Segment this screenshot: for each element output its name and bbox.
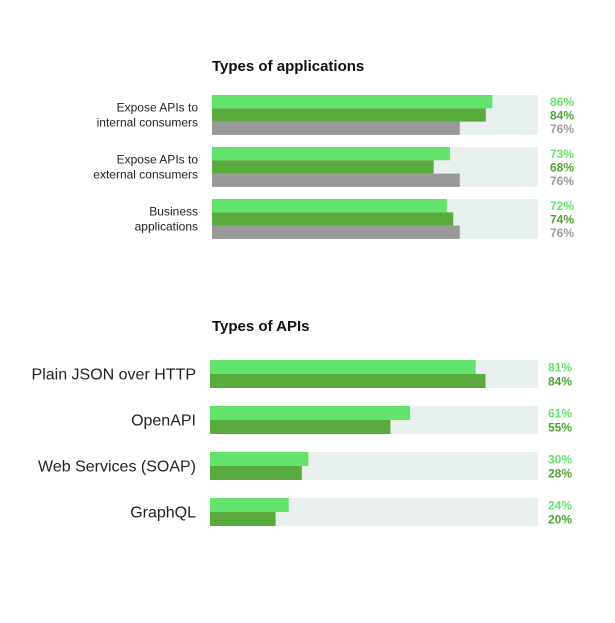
value-label: 72% [550, 199, 574, 213]
apis-bar-chart: Plain JSON over HTTP 81%84% OpenAPI 61%55% W… [32, 360, 572, 527]
bar [210, 512, 276, 526]
value-label: 74% [550, 212, 574, 226]
category-label: GraphQL [130, 505, 196, 522]
value-label: 61% [548, 407, 572, 421]
category-label: external consumers [93, 168, 198, 182]
value-label: 76% [550, 122, 574, 136]
bar [212, 173, 460, 187]
bar [212, 95, 493, 109]
bar [210, 406, 411, 420]
bar [212, 212, 454, 226]
bar [212, 160, 434, 174]
bar [212, 199, 447, 213]
category-label: applications [135, 220, 198, 234]
value-label: 73% [550, 147, 574, 161]
value-label: 84% [548, 375, 572, 389]
value-label: 30% [548, 453, 572, 467]
bar [210, 420, 391, 434]
bar [210, 452, 309, 466]
category-label: Expose APIs to [117, 153, 199, 167]
category-label: OpenAPI [131, 413, 196, 430]
value-label: 81% [548, 361, 572, 375]
value-label: 20% [548, 513, 572, 527]
bar [210, 374, 486, 388]
category-label: Business [149, 205, 198, 219]
value-label: 55% [548, 421, 572, 435]
value-label: 68% [550, 160, 574, 174]
bar [212, 147, 450, 161]
category-label: Web Services (SOAP) [38, 459, 196, 476]
bar [210, 466, 302, 480]
value-label: 28% [548, 467, 572, 481]
bar [212, 108, 486, 122]
value-label: 76% [550, 174, 574, 188]
category-label: Expose APIs to [117, 101, 199, 115]
category-label: Plain JSON over HTTP [32, 367, 196, 384]
category-label: internal consumers [97, 116, 198, 130]
value-label: 24% [548, 499, 572, 513]
bar [210, 498, 289, 512]
value-label: 86% [550, 95, 574, 109]
value-label: 76% [550, 226, 574, 240]
bar [210, 360, 476, 374]
bar [212, 225, 460, 239]
value-label: 84% [550, 108, 574, 122]
chart-title-apis: Types of APIs [212, 318, 310, 335]
bar [212, 121, 460, 135]
chart-title-applications: Types of applications [212, 58, 365, 75]
